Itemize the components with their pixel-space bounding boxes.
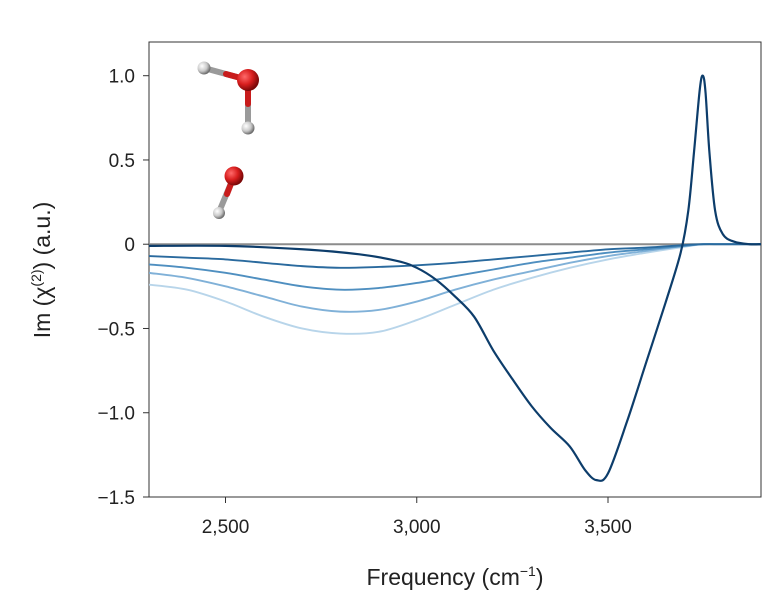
water-molecule-icon — [197, 61, 259, 135]
series-line-3 — [149, 243, 761, 291]
y-tick-label: 0.5 — [109, 151, 135, 172]
x-tick-label: 3,500 — [584, 517, 632, 538]
x-tick-label: 3,000 — [393, 517, 441, 538]
hydroxyl-molecule-icon — [213, 166, 244, 219]
x-tick-label: 2,500 — [202, 517, 250, 538]
y-tick-label: 1.0 — [109, 67, 135, 88]
y-tick-label: −1.5 — [97, 488, 135, 509]
x-axis-ticks: 2,500 3,000 3,500 — [202, 497, 632, 538]
plot-area-frame — [148, 41, 762, 498]
y-tick-label: −1.0 — [97, 404, 135, 425]
y-axis-ticks: 1.0 0.5 0 −0.5 −1.0 −1.5 — [97, 67, 149, 509]
series-line-1 — [149, 74, 761, 482]
y-tick-label: 0 — [124, 235, 135, 256]
series-group — [149, 74, 761, 482]
series-line-4 — [149, 243, 761, 313]
y-axis-title: Im (χ(2)) (a.u.) — [28, 202, 55, 339]
x-axis-title: Frequency (cm−1) — [366, 563, 543, 590]
y-tick-label: −0.5 — [97, 319, 135, 340]
series-line-2 — [149, 243, 761, 269]
